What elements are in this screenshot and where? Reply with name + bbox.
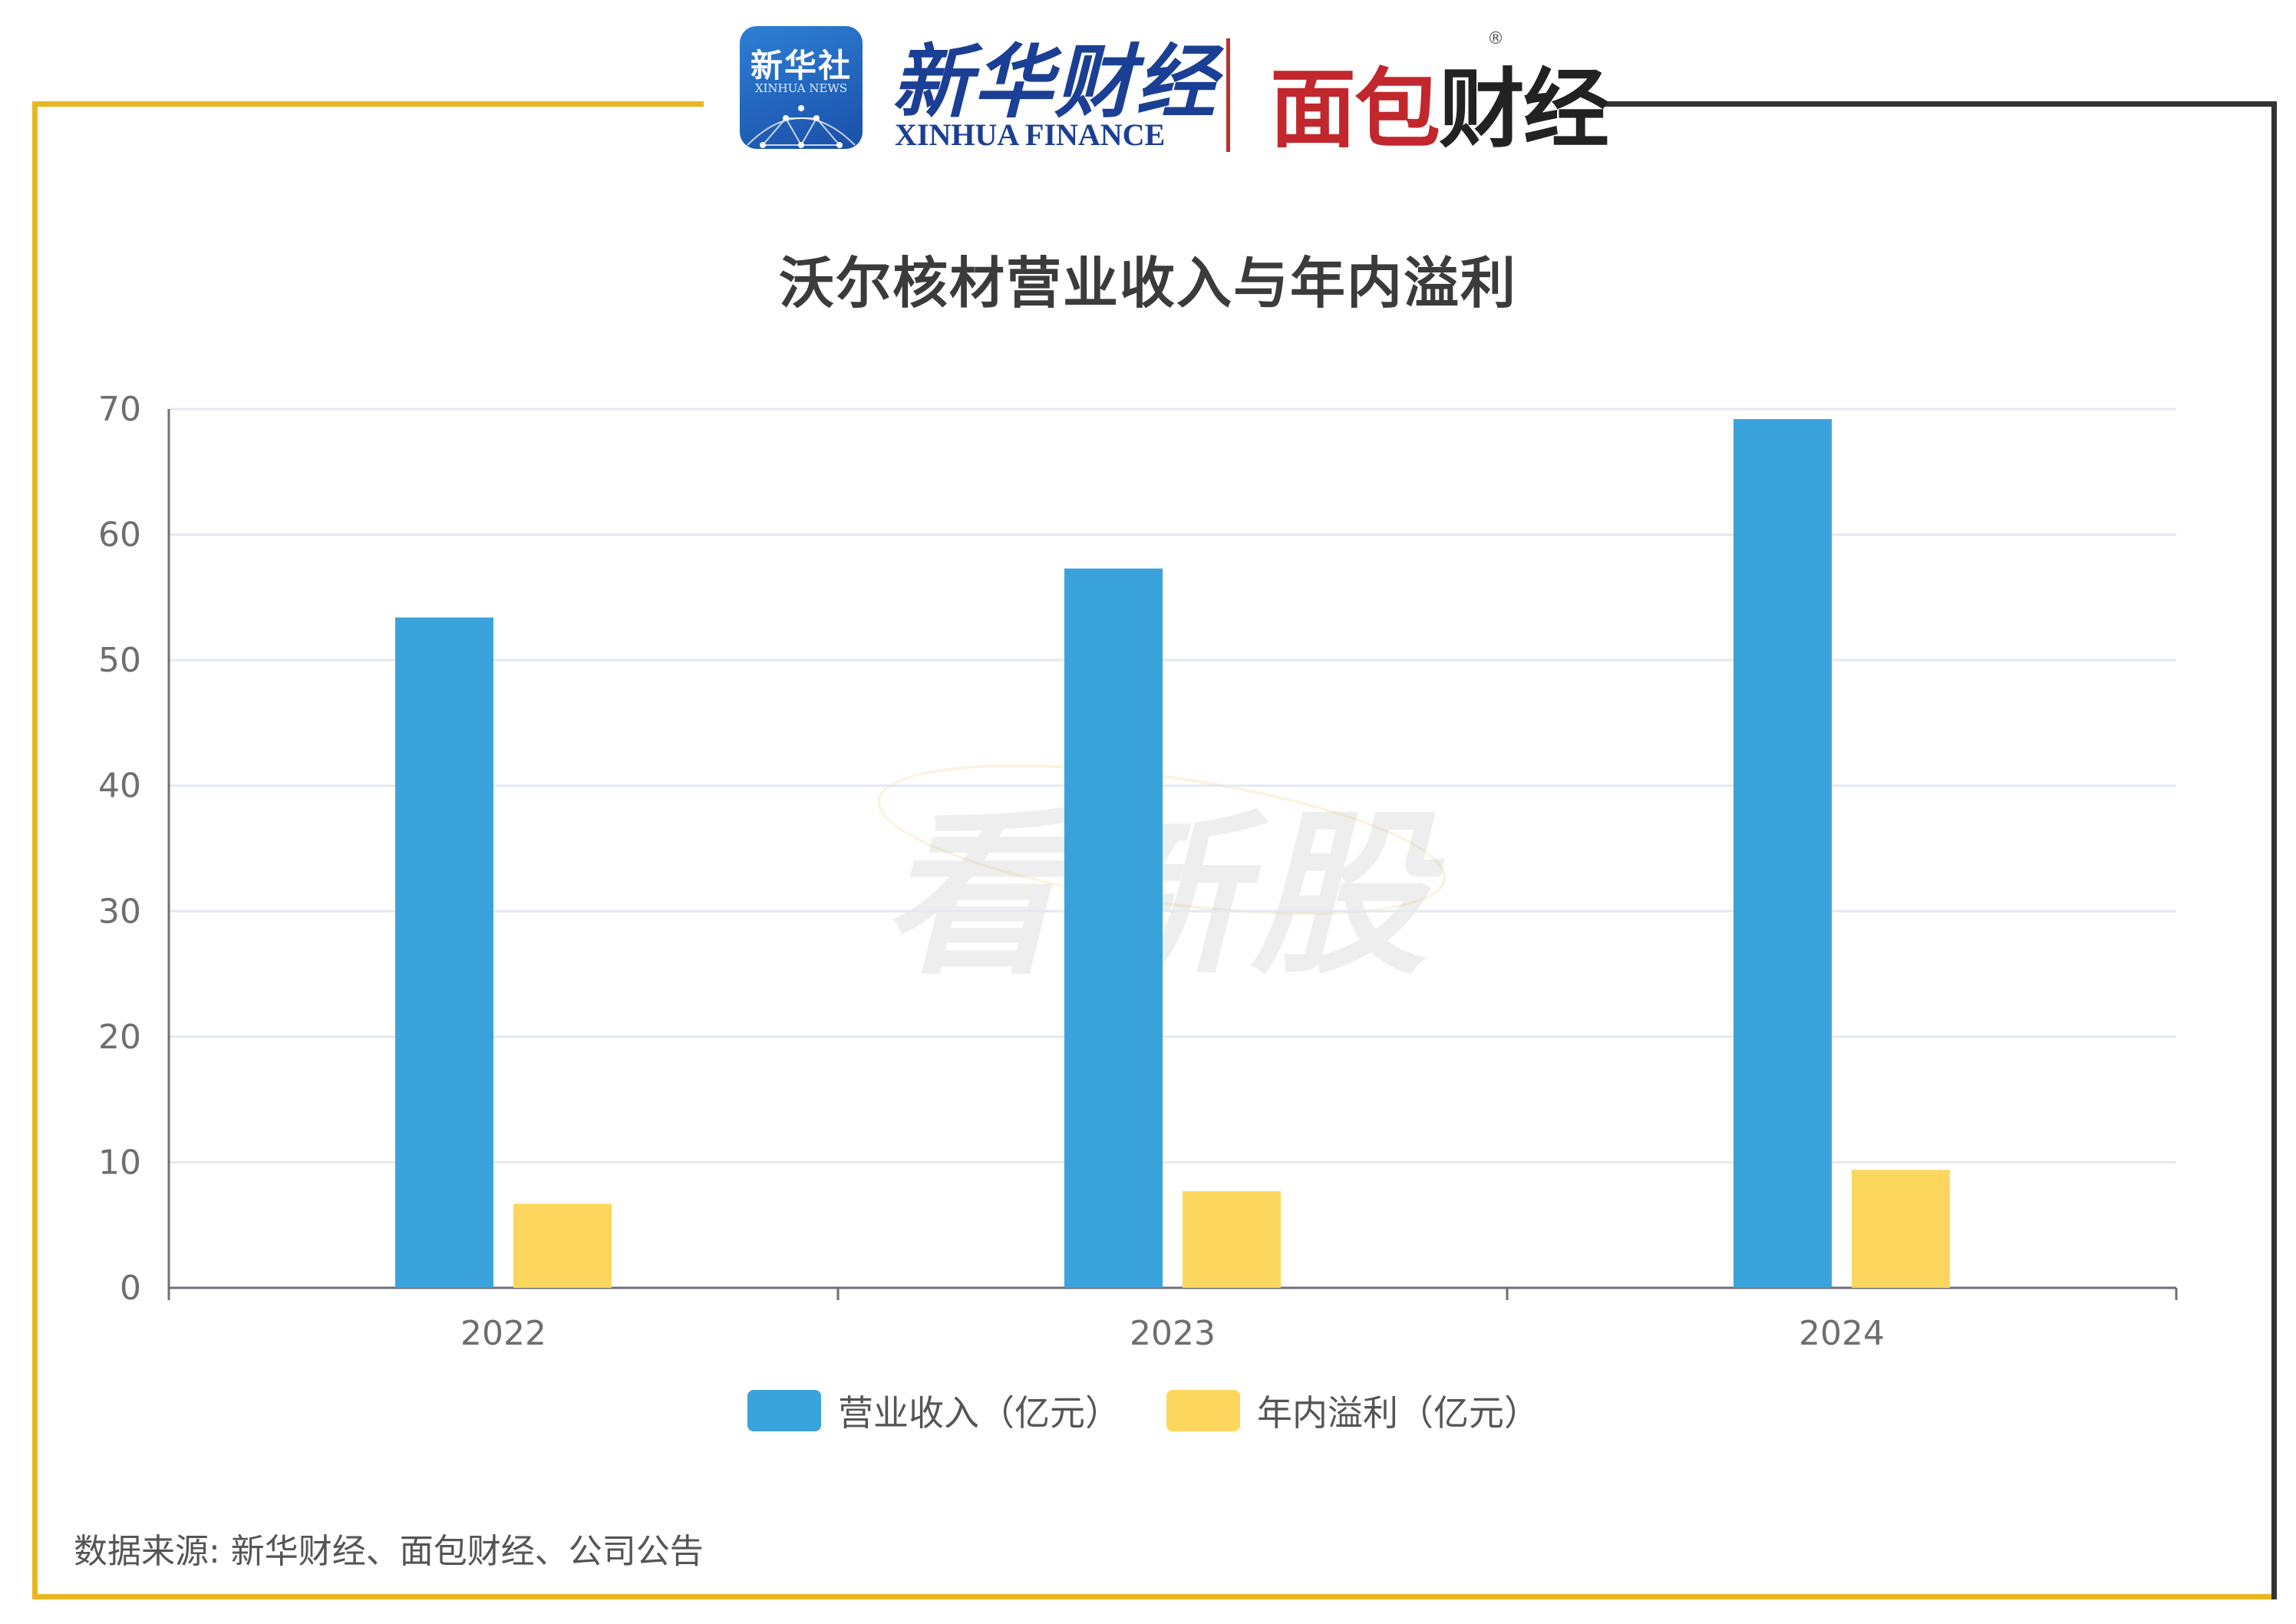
x-tick-label: 2023 xyxy=(1130,1314,1216,1353)
xinhua-news-logo: 新华社 XINHUA NEWS xyxy=(740,26,863,149)
bar-revenue-2023[interactable] xyxy=(1064,568,1163,1288)
data-source-note: 数据来源: 新华财经、面包财经、公司公告 xyxy=(74,1532,704,1571)
y-tick-label: 60 xyxy=(98,516,141,555)
legend-label-revenue: 营业收入（亿元） xyxy=(838,1392,1120,1434)
legend-swatch-profit xyxy=(1166,1390,1240,1431)
mianbao-logo-dark-text: 财经 xyxy=(1439,60,1609,160)
chart-legend: 营业收入（亿元） 年内溢利（亿元） xyxy=(0,1388,2296,1434)
y-tick-label: 30 xyxy=(98,892,141,931)
bars xyxy=(395,419,1950,1288)
legend-swatch-revenue xyxy=(747,1390,821,1431)
bar-revenue-2024[interactable] xyxy=(1734,419,1832,1288)
frame-left-border xyxy=(32,101,38,1599)
registered-mark: ® xyxy=(1487,29,1504,48)
network-globe-icon xyxy=(747,105,856,148)
y-tick-label: 20 xyxy=(98,1018,141,1057)
frame-right-border xyxy=(2271,101,2277,1599)
y-tick-label: 50 xyxy=(98,641,141,680)
grid-lines xyxy=(169,408,2176,1164)
x-tick-label: 2024 xyxy=(1799,1314,1885,1353)
mianbao-logo-red-text: 面包 xyxy=(1270,60,1440,160)
y-tick-label: 10 xyxy=(98,1143,141,1182)
xinhua-finance-logo-en: XINHUA FINANCE xyxy=(895,117,1166,152)
axes xyxy=(167,409,2178,1300)
bar-profit-2023[interactable] xyxy=(1183,1191,1281,1288)
legend-item-profit[interactable]: 年内溢利（亿元） xyxy=(1166,1388,1539,1434)
y-tick-label: 0 xyxy=(120,1269,141,1308)
legend-item-revenue[interactable]: 营业收入（亿元） xyxy=(747,1388,1120,1434)
x-tick-label: 2022 xyxy=(460,1314,546,1353)
frame-top-left-border xyxy=(32,101,704,107)
xinhua-finance-logo-zh: 新华财经 xyxy=(892,35,1218,129)
bar-profit-2022[interactable] xyxy=(513,1203,612,1288)
logo-divider xyxy=(1226,38,1230,152)
y-tick-label: 70 xyxy=(98,390,141,429)
xinhua-news-logo-zh: 新华社 xyxy=(750,47,852,84)
mianbao-finance-logo: 面包财经 xyxy=(1270,40,1609,164)
y-tick-label: 40 xyxy=(98,767,141,806)
legend-label-profit: 年内溢利（亿元） xyxy=(1257,1392,1539,1434)
xinhua-news-logo-en: XINHUA NEWS xyxy=(754,81,848,95)
bar-profit-2024[interactable] xyxy=(1852,1170,1950,1288)
bar-revenue-2022[interactable] xyxy=(395,617,493,1288)
chart-title: 沃尔核材营业收入与年内溢利 xyxy=(778,251,1517,315)
tick-labels: 0 10 20 30 40 50 60 70 2022 2023 2024 xyxy=(98,390,1885,1353)
frame-top-right-border xyxy=(1604,101,2277,107)
frame-bottom-border xyxy=(32,1594,2277,1599)
